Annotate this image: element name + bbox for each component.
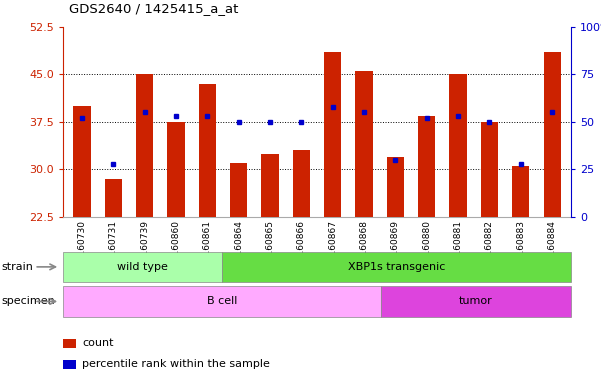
Bar [481,122,498,217]
Bar [63,252,222,282]
Bar [222,252,571,282]
Text: strain: strain [1,262,33,272]
Bar [105,179,122,217]
Text: wild type: wild type [117,262,168,272]
Bar [293,151,310,217]
Bar [63,360,76,369]
Bar [380,286,571,317]
Bar [261,154,279,217]
Text: tumor: tumor [459,296,493,306]
Bar [73,106,91,217]
Bar [543,52,561,217]
Text: XBP1s transgenic: XBP1s transgenic [348,262,445,272]
Bar [63,339,76,348]
Bar [167,122,185,217]
Bar [512,166,529,217]
Text: GDS2640 / 1425415_a_at: GDS2640 / 1425415_a_at [69,2,239,15]
Bar [324,52,341,217]
Bar [230,163,247,217]
Text: B cell: B cell [207,296,237,306]
Bar [63,286,380,317]
Text: specimen: specimen [1,296,55,306]
Text: percentile rank within the sample: percentile rank within the sample [82,359,270,369]
Bar [199,84,216,217]
Bar [450,74,467,217]
Text: count: count [82,338,114,348]
Bar [136,74,153,217]
Bar [387,157,404,217]
Bar [355,71,373,217]
Bar [418,116,435,217]
